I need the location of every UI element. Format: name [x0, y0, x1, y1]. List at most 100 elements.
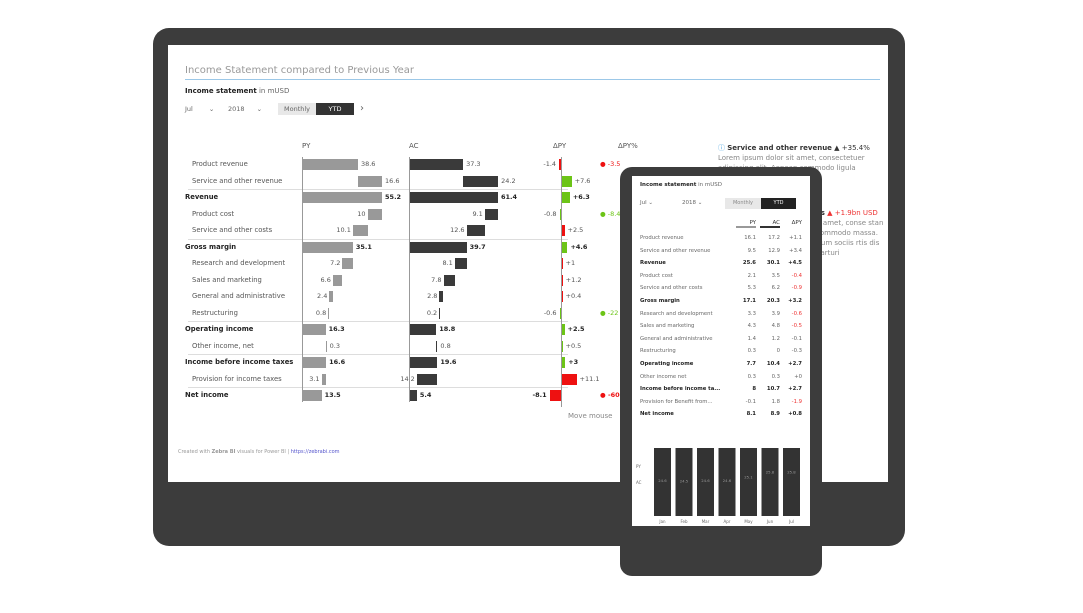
- footer-link[interactable]: https://zebrabi.com: [290, 449, 340, 455]
- ac-value: 30.1: [766, 260, 780, 267]
- mobile-subtitle: Income statement in mUSD: [640, 182, 722, 188]
- table-row[interactable]: Research and development 3.3 3.9 -0.6: [632, 309, 810, 321]
- ac-value: 6.2: [771, 285, 780, 292]
- month-value: Jul: [185, 105, 193, 113]
- table-row[interactable]: Revenue 55.2 61.4 +6.3: [168, 189, 888, 207]
- dpy-value: +0.8: [788, 411, 802, 418]
- bar-ac: [783, 448, 800, 516]
- category-label: Jul: [788, 519, 794, 524]
- dpy-axis: [561, 157, 562, 407]
- ac-value: 10.7: [766, 386, 780, 393]
- table-row[interactable]: Net income 13.5 5.4 -8.1 ● -60: [168, 387, 888, 405]
- py-value: 2.4: [317, 292, 328, 300]
- dpy-value: +1.1: [789, 235, 802, 241]
- table-row[interactable]: Income before income taxes 16.6 19.6 +3: [168, 354, 888, 372]
- ac-bar: [409, 159, 464, 170]
- py-value: 16.6: [385, 176, 400, 185]
- dpy-value: -0.5: [791, 323, 802, 330]
- dpy-bar: [561, 241, 568, 253]
- bar-value: 25.8: [766, 469, 775, 474]
- row-label: Provision for income taxes: [192, 374, 282, 383]
- ac-bar: [463, 175, 499, 187]
- py-value: 7.7: [746, 361, 756, 367]
- ac-bar: [454, 258, 467, 269]
- ac-value: 19.6: [440, 358, 457, 366]
- note-delta: ▲ +35.4%: [834, 144, 870, 152]
- category-label: Mar: [702, 519, 710, 524]
- chevron-right-icon[interactable]: ›: [360, 103, 364, 114]
- py-bar: [328, 307, 330, 319]
- table-row[interactable]: Gross margin 35.1 39.7 +4.6: [168, 238, 888, 257]
- table-row[interactable]: Product revenue 38.6 37.3 -1.4 ● -3.5: [168, 157, 888, 174]
- table-row[interactable]: Service and other costs 10.1 12.6 +2.5: [168, 223, 888, 240]
- py-value: 8: [752, 386, 756, 393]
- table-row[interactable]: Income before income ta... 8 10.7 +2.7: [632, 384, 810, 396]
- dpy-value: -0.6: [543, 308, 557, 317]
- bar-value: 25.8: [787, 469, 796, 474]
- ac-value: 0.8: [440, 341, 451, 350]
- dpy-value: -0.4: [791, 272, 802, 279]
- py-value: 35.1: [355, 242, 372, 251]
- table-row[interactable]: General and administrative 1.4 1.2 -0.1: [632, 334, 810, 346]
- year-dropdown[interactable]: 2018 ⌄: [228, 103, 268, 115]
- ac-bar: [439, 307, 441, 319]
- table-row[interactable]: Product cost 10 9.1 -0.8 ● -8.4: [168, 207, 888, 224]
- dpy-value: -8.1: [532, 391, 547, 399]
- dpy-value: +4.5: [788, 260, 802, 267]
- table-row[interactable]: Service and other costs 5.3 6.2 -0.9: [632, 283, 810, 295]
- ac-value: 4.8: [771, 323, 780, 330]
- table-row[interactable]: Restructuring 0.8 0.2 -0.6 ● -22: [168, 306, 888, 323]
- table-row[interactable]: Operating income 7.7 10.4 +2.7: [632, 359, 810, 371]
- py-value: 25.6: [742, 260, 756, 267]
- monthly-button[interactable]: Monthly: [725, 198, 761, 209]
- py-bar: [302, 241, 353, 253]
- row-label: Sales and marketing: [640, 323, 695, 330]
- table-row[interactable]: Revenue 25.6 30.1 +4.5: [632, 258, 810, 270]
- ac-value: 1.8: [771, 398, 780, 405]
- chevron-down-icon: ⌄: [256, 105, 263, 113]
- bar-ac: [740, 448, 757, 516]
- comment-provision: es ▲ +1.9bn USD it amet, conse stan comm…: [816, 208, 886, 258]
- table-row[interactable]: Service and other revenue 16.6 24.2 +7.6: [168, 174, 888, 191]
- bar-value: 25.1: [744, 474, 753, 479]
- table-row[interactable]: Provision for income taxes 3.1 14.2 +11.1: [168, 372, 888, 389]
- ac-bar: [409, 324, 437, 335]
- dpy-bar: [559, 307, 561, 319]
- year-dropdown[interactable]: 2018 ⌄: [682, 200, 703, 206]
- month-dropdown[interactable]: Jul ⌄: [640, 200, 653, 206]
- row-label: Sales and marketing: [192, 275, 262, 284]
- py-bar: [357, 175, 383, 187]
- ytd-button[interactable]: YTD: [761, 198, 796, 209]
- month-dropdown[interactable]: Jul ⌄: [185, 103, 223, 115]
- row-label: Net income: [185, 391, 229, 399]
- py-value: 38.6: [360, 160, 376, 168]
- ytd-button[interactable]: YTD: [316, 103, 354, 115]
- dpy-bar: [549, 390, 561, 401]
- py-value: 4.3: [747, 323, 756, 330]
- ac-value: 3.9: [771, 310, 780, 317]
- info-icon[interactable]: ⓘ: [718, 144, 725, 152]
- table-row[interactable]: Product cost 2.1 3.5 -0.4: [632, 271, 810, 283]
- row-divider: [188, 354, 568, 355]
- table-row[interactable]: Net income 8.1 8.9 +0.8: [632, 409, 810, 421]
- category-label: May: [744, 519, 753, 524]
- dpy-value: +0.4: [565, 292, 582, 300]
- ac-bar: [409, 357, 438, 368]
- table-row[interactable]: Restructuring 0.3 0 -0.3: [632, 346, 810, 358]
- dpy-value: +2.7: [788, 361, 802, 367]
- table-row[interactable]: Product revenue 16.1 17.2 +1.1: [632, 233, 810, 245]
- bar-value: 24.6: [658, 478, 667, 483]
- py-value: 1.4: [747, 335, 756, 342]
- py-value: 16.3: [328, 325, 345, 333]
- ac-value: 9.1: [472, 209, 483, 218]
- monthly-button[interactable]: Monthly: [278, 103, 316, 115]
- dpy-bar: [559, 159, 561, 170]
- table-row[interactable]: Operating income 16.3 18.8 +2.5: [168, 321, 888, 339]
- dpy-value: -0.8: [543, 209, 557, 218]
- table-row[interactable]: Sales and marketing 4.3 4.8 -0.5: [632, 321, 810, 333]
- ac-value: 20.3: [766, 298, 780, 304]
- table-row[interactable]: Service and other revenue 9.5 12.9 +3.4: [632, 246, 810, 258]
- table-row[interactable]: Gross margin 17.1 20.3 +3.2: [632, 296, 810, 308]
- table-row[interactable]: Other income net 0.3 0.3 +0: [632, 372, 810, 384]
- table-row[interactable]: Provision for Benefit from... -0.1 1.8 -…: [632, 397, 810, 409]
